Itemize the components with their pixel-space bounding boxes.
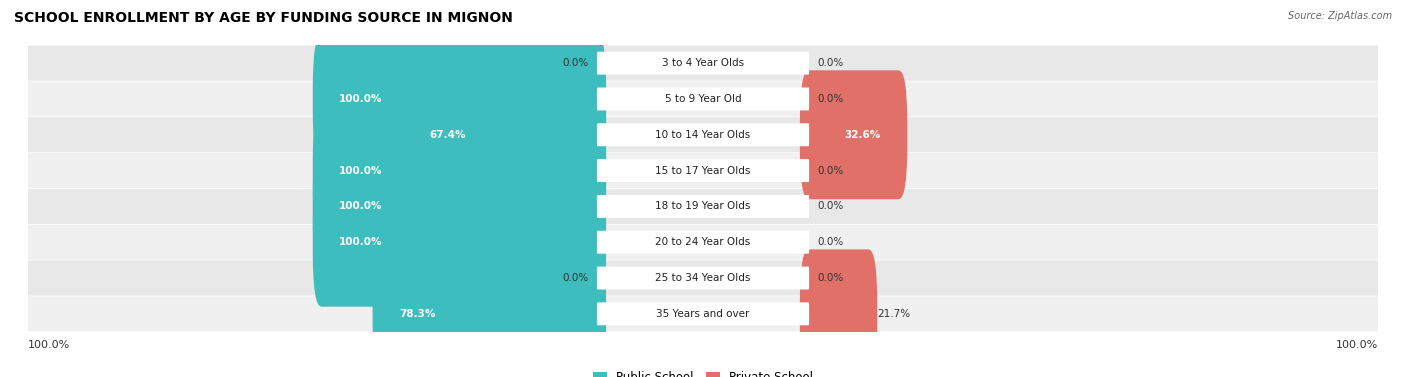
FancyBboxPatch shape <box>28 81 1378 116</box>
FancyBboxPatch shape <box>598 159 808 182</box>
Text: 32.6%: 32.6% <box>845 130 882 140</box>
Text: Source: ZipAtlas.com: Source: ZipAtlas.com <box>1288 11 1392 21</box>
Legend: Public School, Private School: Public School, Private School <box>588 366 818 377</box>
Text: 5 to 9 Year Old: 5 to 9 Year Old <box>665 94 741 104</box>
Text: 100.0%: 100.0% <box>339 166 382 176</box>
FancyBboxPatch shape <box>28 296 1378 331</box>
Text: 0.0%: 0.0% <box>817 201 844 211</box>
Text: 100.0%: 100.0% <box>28 340 70 349</box>
Text: 35 Years and over: 35 Years and over <box>657 309 749 319</box>
FancyBboxPatch shape <box>402 70 606 199</box>
Text: 100.0%: 100.0% <box>1336 340 1378 349</box>
Text: 0.0%: 0.0% <box>817 237 844 247</box>
Text: 100.0%: 100.0% <box>339 201 382 211</box>
Text: 100.0%: 100.0% <box>339 94 382 104</box>
FancyBboxPatch shape <box>28 261 1378 296</box>
FancyBboxPatch shape <box>800 250 877 377</box>
FancyBboxPatch shape <box>800 70 907 199</box>
Text: 0.0%: 0.0% <box>562 273 589 283</box>
Text: 15 to 17 Year Olds: 15 to 17 Year Olds <box>655 166 751 176</box>
Text: 0.0%: 0.0% <box>817 166 844 176</box>
FancyBboxPatch shape <box>28 153 1378 188</box>
FancyBboxPatch shape <box>598 302 808 325</box>
Text: 20 to 24 Year Olds: 20 to 24 Year Olds <box>655 237 751 247</box>
FancyBboxPatch shape <box>312 178 606 307</box>
Text: 78.3%: 78.3% <box>399 309 436 319</box>
FancyBboxPatch shape <box>598 195 808 218</box>
FancyBboxPatch shape <box>598 123 808 146</box>
Text: 18 to 19 Year Olds: 18 to 19 Year Olds <box>655 201 751 211</box>
FancyBboxPatch shape <box>312 106 606 235</box>
Text: 0.0%: 0.0% <box>562 58 589 68</box>
FancyBboxPatch shape <box>28 189 1378 224</box>
Text: 100.0%: 100.0% <box>339 237 382 247</box>
Text: 0.0%: 0.0% <box>817 94 844 104</box>
FancyBboxPatch shape <box>28 46 1378 81</box>
FancyBboxPatch shape <box>312 142 606 271</box>
FancyBboxPatch shape <box>598 267 808 290</box>
FancyBboxPatch shape <box>598 52 808 75</box>
Text: 0.0%: 0.0% <box>817 58 844 68</box>
FancyBboxPatch shape <box>312 35 606 164</box>
FancyBboxPatch shape <box>598 231 808 254</box>
FancyBboxPatch shape <box>28 117 1378 152</box>
FancyBboxPatch shape <box>28 225 1378 260</box>
Text: 10 to 14 Year Olds: 10 to 14 Year Olds <box>655 130 751 140</box>
Text: 21.7%: 21.7% <box>877 309 911 319</box>
Text: 3 to 4 Year Olds: 3 to 4 Year Olds <box>662 58 744 68</box>
FancyBboxPatch shape <box>373 250 606 377</box>
Text: 0.0%: 0.0% <box>817 273 844 283</box>
Text: SCHOOL ENROLLMENT BY AGE BY FUNDING SOURCE IN MIGNON: SCHOOL ENROLLMENT BY AGE BY FUNDING SOUR… <box>14 11 513 25</box>
Text: 25 to 34 Year Olds: 25 to 34 Year Olds <box>655 273 751 283</box>
Text: 67.4%: 67.4% <box>429 130 465 140</box>
FancyBboxPatch shape <box>598 87 808 110</box>
